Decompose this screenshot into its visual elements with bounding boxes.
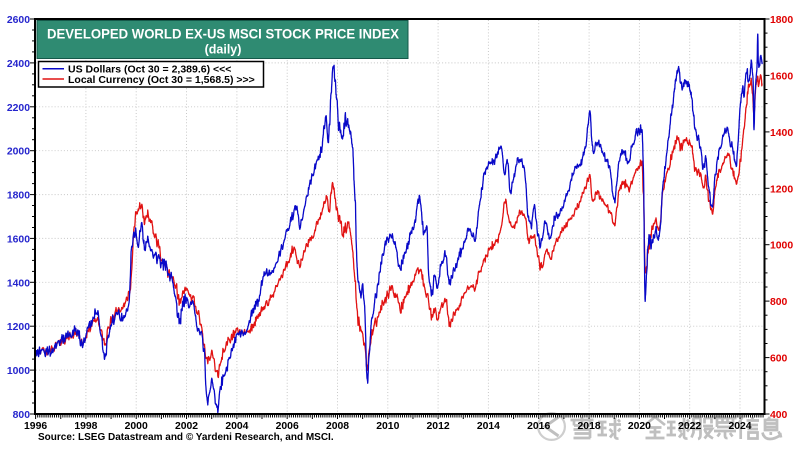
svg-text:US Dollars (Oct 30 = 2,389.6): US Dollars (Oct 30 = 2,389.6) <<<: [68, 64, 231, 76]
svg-text:Source: LSEG Datastream and ©: Source: LSEG Datastream and © Yardeni Re…: [38, 432, 334, 443]
svg-text:1998: 1998: [74, 421, 97, 432]
svg-text:800: 800: [770, 297, 788, 308]
svg-text:800: 800: [13, 410, 31, 421]
svg-text:1400: 1400: [770, 128, 793, 139]
svg-text:1800: 1800: [770, 15, 793, 26]
svg-text:(daily): (daily): [205, 43, 242, 57]
svg-text:1000: 1000: [7, 366, 30, 377]
svg-text:1800: 1800: [7, 191, 30, 202]
svg-text:2004: 2004: [225, 421, 248, 432]
svg-text:600: 600: [770, 354, 788, 365]
svg-text:2010: 2010: [376, 421, 399, 432]
svg-text:2008: 2008: [326, 421, 349, 432]
svg-text:2400: 2400: [7, 59, 30, 70]
svg-text:2000: 2000: [125, 421, 148, 432]
svg-text:2012: 2012: [427, 421, 450, 432]
svg-text:2200: 2200: [7, 103, 30, 114]
svg-text:Local Currency (Oct 30 = 1,568: Local Currency (Oct 30 = 1,568.5) >>>: [68, 74, 255, 86]
svg-text:2024: 2024: [728, 421, 751, 432]
svg-text:400: 400: [770, 410, 788, 421]
svg-text:1000: 1000: [770, 241, 793, 252]
svg-text:2600: 2600: [7, 15, 30, 26]
svg-text:2014: 2014: [477, 421, 500, 432]
svg-text:2000: 2000: [7, 147, 30, 158]
svg-text:1600: 1600: [7, 234, 30, 245]
svg-text:2002: 2002: [175, 421, 198, 432]
svg-text:2020: 2020: [628, 421, 651, 432]
svg-text:DEVELOPED WORLD EX-US MSCI STO: DEVELOPED WORLD EX-US MSCI STOCK PRICE I…: [47, 27, 399, 42]
svg-text:2018: 2018: [578, 421, 601, 432]
svg-text:2006: 2006: [276, 421, 299, 432]
svg-text:1200: 1200: [7, 322, 30, 333]
svg-text:1200: 1200: [770, 184, 793, 195]
svg-text:2022: 2022: [678, 421, 701, 432]
svg-text:1600: 1600: [770, 71, 793, 82]
svg-text:1400: 1400: [7, 278, 30, 289]
svg-text:2016: 2016: [527, 421, 550, 432]
svg-text:1996: 1996: [24, 421, 47, 432]
